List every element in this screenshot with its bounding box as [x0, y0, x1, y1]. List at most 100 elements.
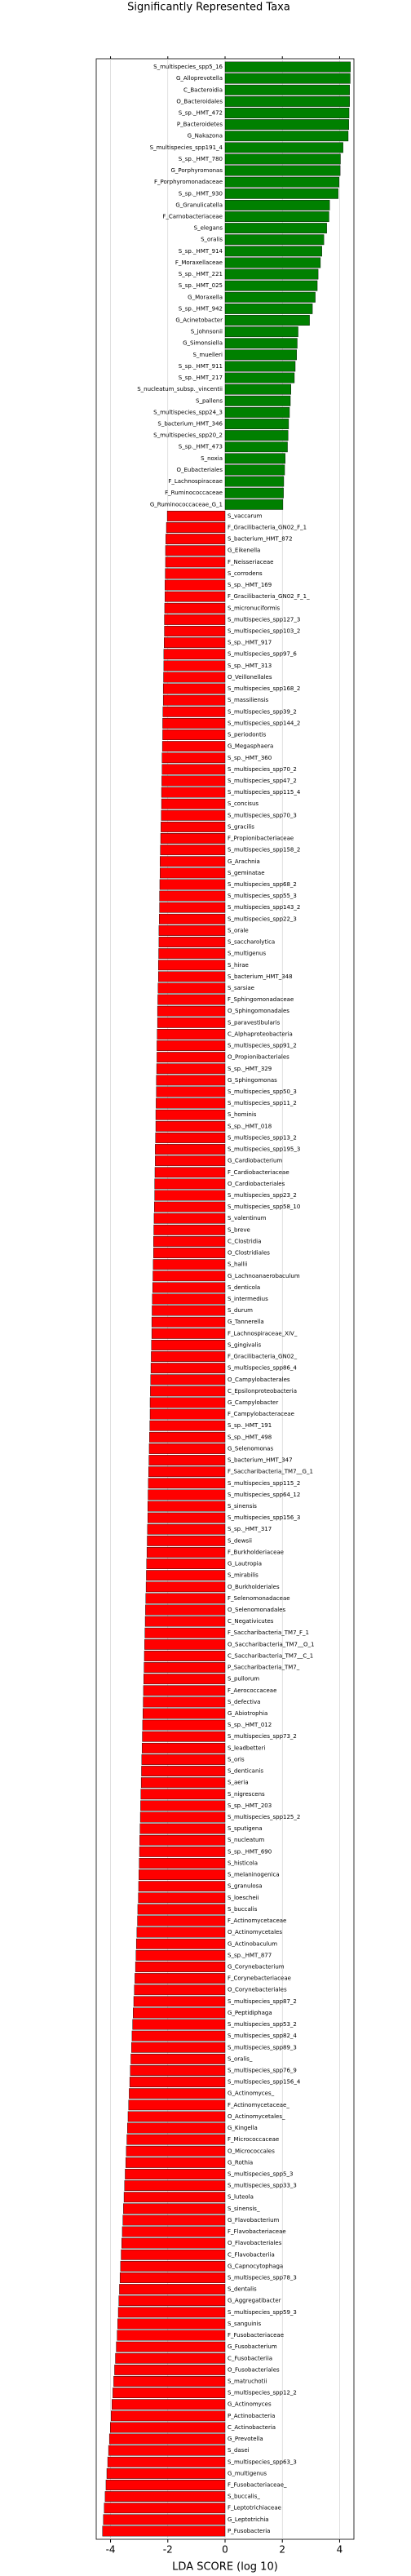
bar	[224, 73, 351, 84]
category-label: S_dentalis	[228, 2286, 257, 2293]
bar	[139, 1858, 226, 1869]
category-label: S_multispecies_spp156_4	[228, 2079, 301, 2086]
category-label: S_massiliensis	[228, 697, 269, 703]
category-label: S_sp._HMT_930	[179, 190, 223, 197]
category-label: C_Actinobacteria	[228, 2424, 276, 2431]
category-label: G_Actinomyces_	[228, 2091, 275, 2097]
category-label: S_multispecies_spp115_4	[228, 789, 301, 796]
category-label: S_intermedius	[228, 1296, 268, 1302]
bar	[224, 430, 289, 441]
category-label: S_luteola	[228, 2194, 254, 2201]
category-label: G_Eikenella	[228, 548, 260, 554]
bar	[147, 1512, 226, 1523]
category-label: F_Sphingomonadaceae	[228, 996, 294, 1003]
category-label: S_sp._HMT_914	[179, 248, 223, 255]
category-label: S_sp._HMT_917	[228, 640, 272, 646]
bar	[140, 1789, 226, 1800]
category-label: S_multispecies_spp115_2	[228, 1480, 300, 1487]
category-label: S_buccalis_	[228, 2494, 260, 2500]
category-label: S_multispecies_spp78_3	[228, 2274, 297, 2281]
category-label: F_Saccharibacteria_TM7_F_1	[228, 1629, 309, 1636]
x-tick-label: -4	[106, 2544, 116, 2556]
bar	[224, 131, 349, 142]
category-label: S_pallens	[196, 397, 223, 404]
category-label: S_multispecies_spp82_4	[228, 2033, 297, 2039]
bar	[130, 2053, 226, 2064]
bar	[148, 1478, 226, 1489]
category-label: F_Gracilibacteria_GN02_	[228, 1354, 298, 1360]
bar	[224, 199, 330, 211]
bar	[105, 2480, 226, 2490]
category-label: S_multispecies_spp156_3	[228, 1514, 300, 1521]
category-label: O_Fusobacteriales	[228, 2366, 280, 2373]
category-label: S_multispecies_spp89_3	[228, 2044, 297, 2051]
bar	[224, 395, 291, 406]
bar	[224, 176, 339, 188]
category-label: S_melaninogenica	[228, 1872, 280, 1878]
bar	[110, 2422, 226, 2433]
bar	[151, 1340, 226, 1350]
category-label: G_Fusobacterium	[228, 2343, 277, 2350]
bar	[161, 787, 226, 798]
category-label: S_multispecies_spp55_3	[228, 893, 297, 899]
category-label: S_multispecies_spp91_2	[228, 1043, 297, 1049]
bar	[157, 1005, 226, 1017]
bar	[146, 1547, 226, 1558]
bar	[131, 2030, 226, 2042]
x-axis-label: LDA SCORE (log 10)	[172, 2561, 278, 2574]
bar	[111, 2410, 226, 2422]
category-label: C_Bacteroidia	[183, 86, 223, 93]
category-label: O_Veillonellales	[228, 674, 272, 681]
category-label: O_Actinomycetales	[228, 1929, 282, 1935]
bar	[143, 1708, 226, 1719]
category-label: S_multispecies_spp24_3	[153, 409, 223, 415]
bar	[104, 2503, 226, 2514]
category-label: S_multispecies_spp50_3	[228, 1088, 297, 1095]
category-label: O_Saccharibacteria_TM7__O_1	[228, 1641, 314, 1647]
category-label: S_geminatae	[228, 870, 265, 876]
category-label: G_Cardiobacterium	[228, 1158, 282, 1164]
category-label: F_Aerococcaceae	[228, 1687, 276, 1694]
bar	[165, 556, 226, 568]
category-label: P_Actinobacteria	[228, 2413, 275, 2419]
bar	[126, 2134, 226, 2145]
category-label: S_sp._HMT_221	[179, 271, 223, 277]
category-label: S_multispecies_spp73_2	[228, 1733, 297, 1740]
bar	[153, 1224, 226, 1235]
bar	[126, 2145, 226, 2157]
category-label: S_noxia	[201, 455, 223, 462]
category-label: S_sinensis	[228, 1503, 257, 1510]
bar	[146, 1570, 226, 1581]
bar	[163, 649, 226, 660]
category-label: P_Saccharibacteria_TM7_	[228, 1665, 300, 1671]
category-label: S_multispecies_spp70_3	[228, 812, 297, 818]
category-label: G_Nakazona	[188, 133, 223, 140]
category-label: S_sp._HMT_780	[179, 156, 223, 162]
category-label: F_Burkholderiaceae	[228, 1549, 284, 1555]
x-tick-label: 4	[337, 2544, 343, 2556]
bar	[130, 2065, 226, 2076]
bar	[156, 1097, 226, 1109]
category-label: S_multispecies_spp76_9	[228, 2067, 297, 2073]
category-label: S_sp._HMT_877	[228, 1952, 272, 1958]
bar	[166, 511, 226, 521]
bar	[166, 522, 226, 533]
bar	[138, 1881, 226, 1892]
bar	[224, 453, 285, 464]
bar	[107, 2456, 226, 2467]
bar	[135, 1962, 226, 1972]
category-label: S_pullorum	[228, 1676, 259, 1683]
bar	[157, 971, 226, 982]
category-label: S_sp._HMT_191	[228, 1422, 272, 1429]
bar	[149, 1397, 226, 1408]
category-label: S_granulosa	[228, 1883, 263, 1890]
bar	[224, 211, 329, 222]
bar	[224, 153, 341, 165]
bar	[224, 108, 350, 118]
category-label: G_Corynebacterium	[228, 1963, 285, 1970]
bar	[157, 1029, 226, 1040]
bar	[224, 257, 321, 268]
bar	[224, 95, 350, 107]
